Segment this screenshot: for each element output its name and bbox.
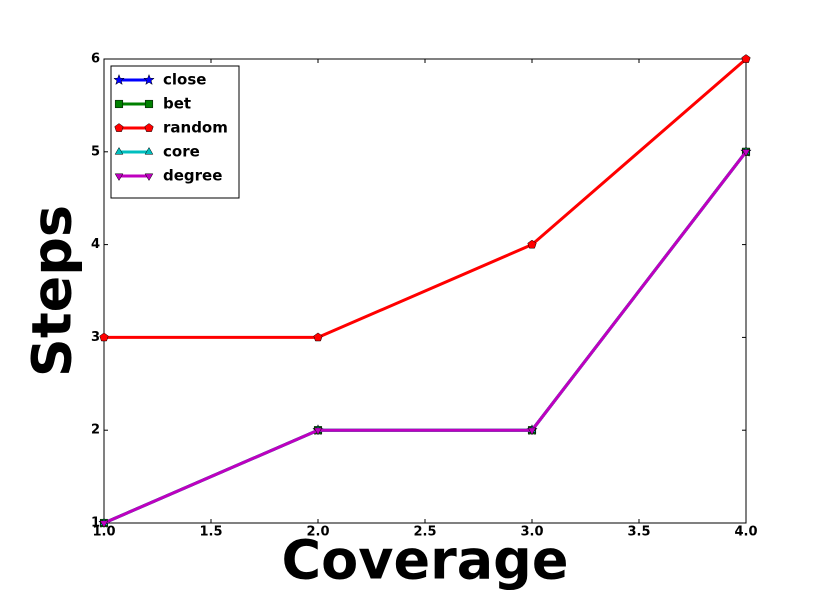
x-axis-label: Coverage bbox=[282, 529, 569, 592]
y-tick-label: 2 bbox=[91, 423, 100, 438]
legend-label: bet bbox=[163, 95, 191, 113]
point-marker bbox=[741, 149, 751, 157]
legend-marker bbox=[144, 99, 154, 109]
legend-label: degree bbox=[163, 167, 222, 185]
x-tick-label: 1.0 bbox=[92, 525, 115, 540]
legend-marker bbox=[144, 123, 154, 132]
legend-marker bbox=[113, 73, 125, 85]
y-tick-label: 6 bbox=[91, 52, 100, 67]
point-marker bbox=[527, 427, 537, 436]
point-marker bbox=[527, 239, 537, 249]
point-marker bbox=[99, 520, 109, 528]
point-marker bbox=[99, 332, 109, 342]
point-marker bbox=[313, 427, 323, 436]
x-tick-label: 2.5 bbox=[413, 525, 436, 540]
legend-marker bbox=[114, 173, 124, 181]
y-tick-label: 5 bbox=[91, 144, 100, 159]
legend-label: core bbox=[163, 143, 200, 161]
legend-marker bbox=[114, 99, 124, 109]
point-marker bbox=[741, 54, 751, 63]
legend-marker bbox=[114, 123, 124, 132]
x-tick-label: 3.0 bbox=[520, 525, 543, 540]
y-axis-label: Steps bbox=[21, 205, 84, 377]
x-tick-label: 2.0 bbox=[306, 525, 329, 540]
point-marker bbox=[313, 332, 323, 342]
y-tick-label: 3 bbox=[91, 330, 100, 345]
legend-marker bbox=[144, 173, 154, 181]
x-tick-label: 4.0 bbox=[734, 525, 757, 540]
y-tick-label: 1 bbox=[91, 516, 100, 531]
legend-label: close bbox=[163, 71, 206, 89]
legend-marker bbox=[143, 73, 155, 85]
legend-marker bbox=[144, 146, 154, 155]
x-tick-label: 3.5 bbox=[627, 525, 650, 540]
series-line bbox=[104, 57, 747, 339]
series-line bbox=[103, 150, 748, 525]
legend-marker bbox=[114, 146, 124, 155]
y-tick-label: 4 bbox=[91, 237, 100, 252]
x-tick-label: 1.5 bbox=[199, 525, 222, 540]
legend-label: random bbox=[163, 119, 228, 137]
